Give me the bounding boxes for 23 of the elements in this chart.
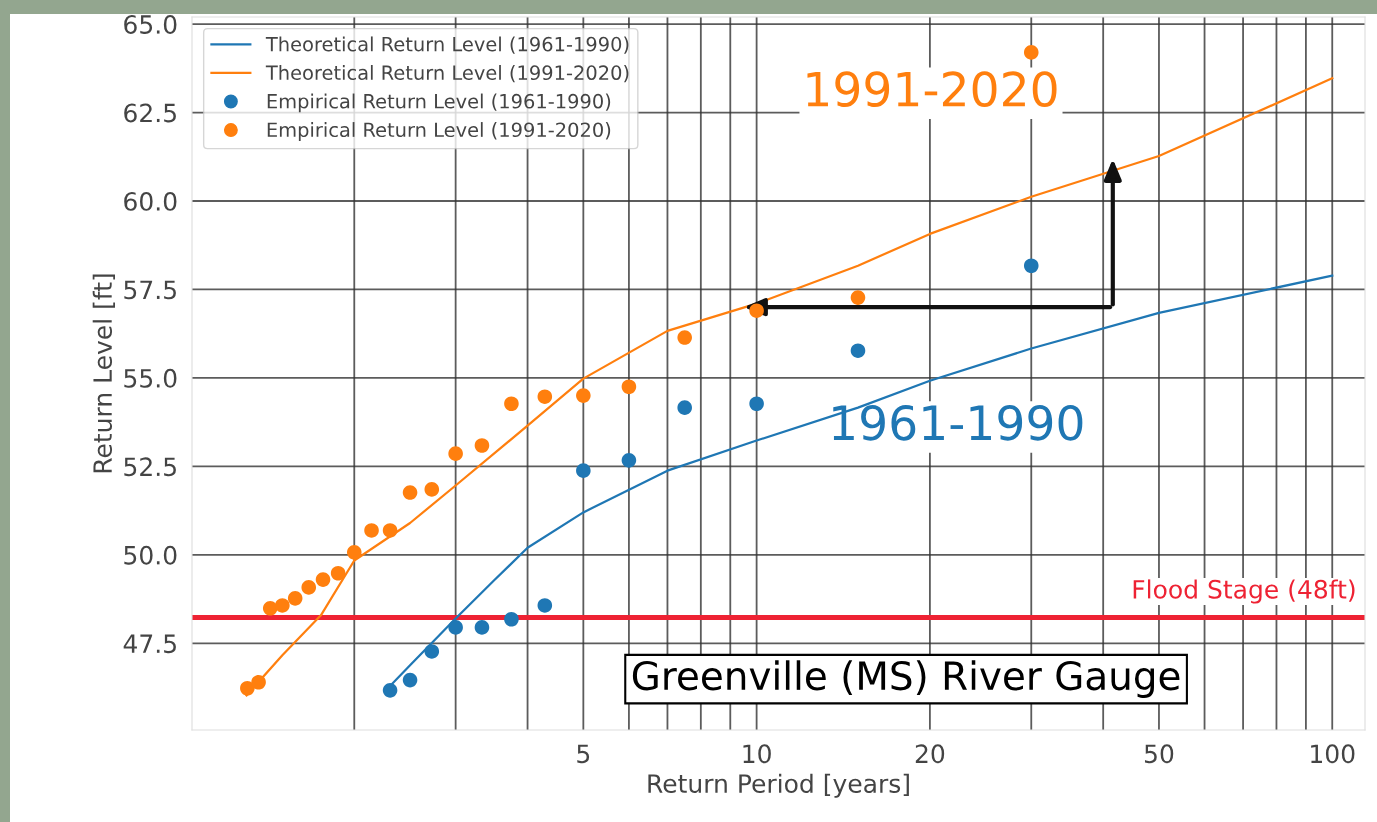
legend-label: Empirical Return Level (1991-2020) [267,122,611,141]
y-axis-title: Return Level [ft] [92,274,115,473]
annotation: Greenville (MS) River Gauge [632,660,1180,698]
annotation: 1961-1990 [833,404,1083,441]
x-tick-label: 50 [1144,744,1174,764]
y-tick-label: 57.5 [124,280,176,300]
y-tick-label: 55.0 [124,368,177,388]
x-tick-label: 10 [743,744,771,764]
ref-line-label: Flood Stage (48ft) [1133,579,1355,604]
legend-label: Theoretical Return Level (1991-2020) [265,64,629,83]
x-tick-label: 20 [915,744,945,764]
x-tick-label: 100 [1311,744,1355,764]
y-tick-label: 60.0 [124,191,177,211]
legend-label: Theoretical Return Level (1961-1990) [265,36,629,54]
x-tick-label: 5 [577,744,590,764]
x-axis-title: Return Period [years] [648,773,909,798]
y-tick-label: 47.5 [123,634,176,654]
annotation: 1991-2020 [807,71,1057,107]
y-tick-label: 62.5 [124,103,176,123]
y-tick-label: 52.5 [124,457,176,477]
legend-label: Empirical Return Level (1961-1990) [267,93,611,113]
y-tick-label: 65.0 [124,15,177,34]
y-tick-label: 50.0 [124,545,177,565]
